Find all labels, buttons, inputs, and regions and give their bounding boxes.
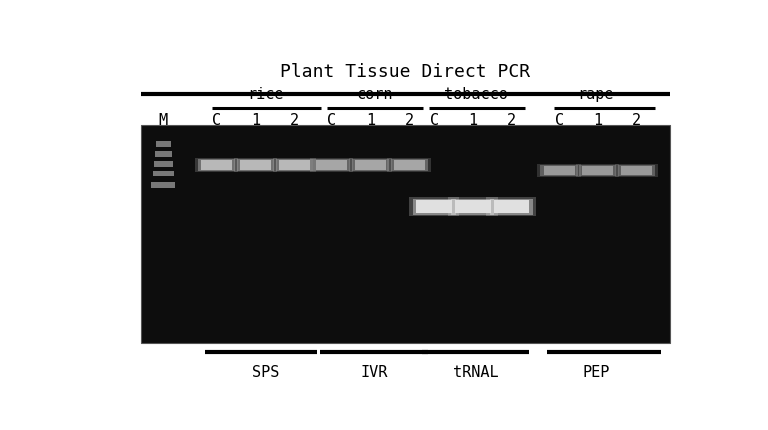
Bar <box>355 161 386 171</box>
Bar <box>409 198 459 216</box>
Bar <box>276 160 313 172</box>
Text: 2: 2 <box>290 113 299 128</box>
Bar <box>412 199 455 215</box>
Text: C: C <box>429 113 439 128</box>
Text: 2: 2 <box>632 113 641 128</box>
Bar <box>576 164 620 177</box>
Bar <box>387 159 431 173</box>
Text: M: M <box>159 113 168 128</box>
Bar <box>141 126 670 343</box>
Text: SPS: SPS <box>252 365 280 379</box>
Bar <box>240 161 271 171</box>
Bar <box>313 160 350 172</box>
Text: rape: rape <box>578 86 614 101</box>
Bar <box>279 161 310 171</box>
Bar <box>452 199 494 215</box>
Text: C: C <box>554 113 564 128</box>
Bar <box>195 159 239 173</box>
Bar <box>154 161 173 167</box>
Bar <box>393 161 425 171</box>
Text: IVR: IVR <box>361 365 389 379</box>
Text: tRNAL: tRNAL <box>453 365 498 379</box>
Bar <box>544 166 574 175</box>
Text: PEP: PEP <box>582 365 610 379</box>
Bar <box>455 200 491 214</box>
Bar <box>155 151 171 157</box>
Text: C: C <box>212 113 221 128</box>
Bar <box>201 161 232 171</box>
Text: 1: 1 <box>366 113 375 128</box>
Bar <box>448 198 498 216</box>
Bar <box>237 160 274 172</box>
Text: tobacco: tobacco <box>444 86 508 101</box>
Bar <box>490 199 533 215</box>
Text: 2: 2 <box>507 113 516 128</box>
Bar <box>151 183 175 189</box>
Bar <box>486 198 536 216</box>
Bar <box>579 165 617 176</box>
Bar <box>541 165 578 176</box>
Text: corn: corn <box>356 86 392 101</box>
Bar <box>618 165 655 176</box>
Bar <box>416 200 452 214</box>
Bar <box>349 159 392 173</box>
Bar <box>538 164 581 177</box>
Bar <box>273 159 316 173</box>
Bar <box>156 142 170 148</box>
Bar <box>233 159 277 173</box>
Text: Plant Tissue Direct PCR: Plant Tissue Direct PCR <box>280 63 531 81</box>
Bar <box>582 166 613 175</box>
Bar <box>153 171 174 177</box>
Bar <box>494 200 529 214</box>
Bar <box>198 160 236 172</box>
Text: 2: 2 <box>405 113 414 128</box>
Bar <box>316 161 347 171</box>
Bar <box>621 166 652 175</box>
Text: 1: 1 <box>468 113 478 128</box>
Bar <box>390 160 428 172</box>
Bar <box>614 164 658 177</box>
Text: 1: 1 <box>593 113 602 128</box>
Bar <box>352 160 389 172</box>
Text: 1: 1 <box>251 113 260 128</box>
Text: C: C <box>327 113 336 128</box>
Text: rice: rice <box>247 86 284 101</box>
Bar <box>310 159 353 173</box>
